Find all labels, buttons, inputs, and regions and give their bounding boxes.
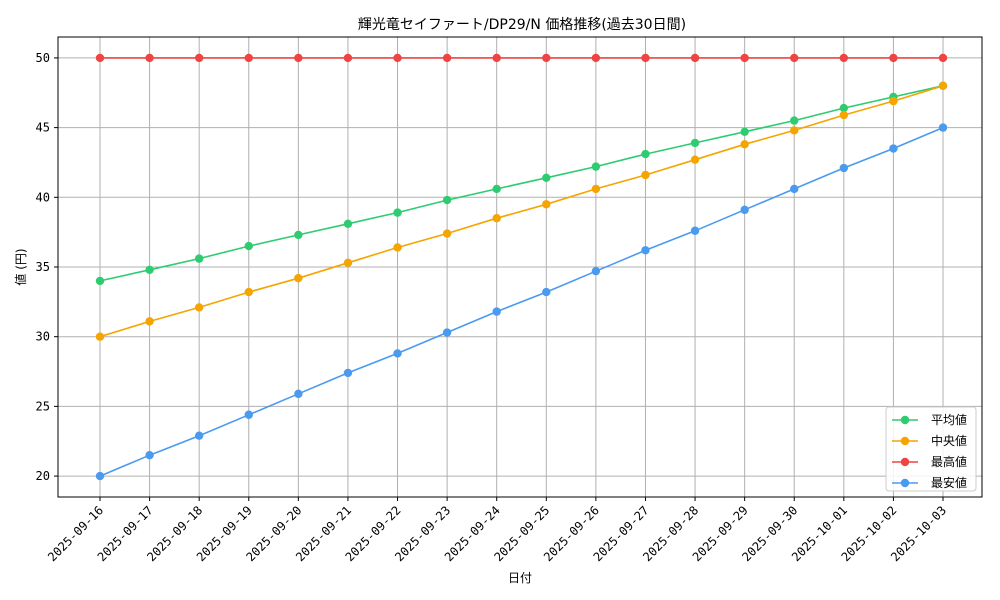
data-point	[442, 229, 452, 238]
series-line	[99, 126, 944, 477]
data-point	[938, 81, 948, 90]
data-point	[194, 53, 204, 63]
data-point	[244, 53, 253, 63]
y-tick-label: 30	[36, 330, 50, 344]
data-point	[145, 450, 154, 460]
data-point	[492, 53, 501, 63]
data-point	[591, 162, 601, 171]
legend-swatch-marker	[900, 436, 910, 446]
y-tick-label: 25	[36, 399, 50, 413]
data-point	[641, 53, 650, 63]
data-point	[641, 149, 650, 159]
y-tick-label: 45	[36, 121, 50, 135]
x-axis: 2025-09-162025-09-172025-09-182025-09-19…	[45, 497, 949, 564]
data-point	[591, 266, 601, 276]
legend-label: 最高値	[931, 454, 967, 469]
data-point	[839, 53, 849, 63]
data-point	[492, 307, 501, 316]
y-tick-label: 50	[36, 51, 50, 65]
data-point	[740, 140, 749, 149]
data-point	[790, 184, 799, 194]
data-point	[343, 219, 353, 228]
data-point	[244, 410, 253, 419]
data-point	[690, 53, 700, 63]
data-point	[542, 287, 551, 297]
data-point	[194, 254, 204, 263]
data-point	[145, 265, 154, 274]
legend-swatch-marker	[900, 457, 910, 467]
data-point	[145, 53, 154, 63]
series-line	[99, 85, 944, 282]
data-point	[393, 53, 402, 63]
data-point	[95, 471, 105, 481]
data-point	[839, 110, 849, 120]
legend-label: 中央値	[931, 433, 967, 448]
data-point	[393, 243, 402, 252]
data-point	[740, 53, 749, 63]
data-point	[95, 332, 105, 341]
data-point	[690, 138, 700, 148]
data-point	[343, 368, 353, 378]
data-point	[790, 126, 799, 135]
y-tick-label: 20	[36, 469, 50, 483]
legend-swatch-marker	[900, 478, 910, 488]
data-point	[244, 241, 253, 251]
data-point	[393, 349, 402, 358]
data-point	[145, 317, 154, 326]
legend-label: 最安値	[931, 475, 967, 490]
data-point	[542, 173, 551, 182]
series-line	[99, 85, 944, 338]
legend-swatch-marker	[900, 415, 910, 425]
data-point	[690, 155, 700, 164]
data-point	[938, 53, 948, 63]
data-point	[442, 53, 452, 63]
y-axis: 20 25 30 35 40 45 50	[36, 51, 58, 483]
data-point	[542, 53, 551, 63]
data-point	[740, 205, 749, 215]
data-point	[294, 230, 303, 240]
data-point	[244, 287, 253, 297]
data-point	[492, 214, 501, 223]
data-point	[194, 303, 204, 312]
data-point	[294, 389, 303, 399]
legend-box	[885, 406, 977, 492]
data-point	[690, 226, 700, 235]
data-point	[938, 123, 948, 132]
data-point	[294, 273, 303, 283]
data-point	[839, 103, 849, 113]
data-point	[740, 127, 749, 136]
data-point	[591, 53, 601, 63]
data-point	[591, 184, 601, 194]
series-group	[95, 53, 948, 481]
y-tick-label: 40	[36, 190, 50, 204]
data-point	[294, 53, 303, 63]
data-point	[790, 116, 799, 125]
data-point	[492, 184, 501, 194]
data-point	[641, 170, 650, 180]
y-tick-label: 35	[36, 260, 50, 274]
x-axis-label: 日付	[508, 571, 532, 585]
data-point	[194, 431, 204, 440]
data-point	[393, 208, 402, 217]
data-point	[442, 328, 452, 337]
data-point	[343, 53, 353, 63]
legend-label: 平均値	[931, 412, 967, 427]
data-point	[889, 144, 898, 153]
data-point	[95, 276, 105, 286]
data-point	[542, 200, 551, 209]
data-point	[889, 53, 898, 63]
y-axis-label: 値 (円)	[13, 248, 28, 285]
data-point	[343, 258, 353, 268]
data-point	[790, 53, 799, 63]
data-point	[442, 195, 452, 205]
data-point	[95, 53, 105, 63]
chart-title: 輝光竜セイファート/DP29/N 価格推移(過去30日間)	[358, 16, 686, 33]
data-point	[839, 163, 849, 173]
data-point	[641, 246, 650, 255]
data-point	[889, 96, 898, 106]
